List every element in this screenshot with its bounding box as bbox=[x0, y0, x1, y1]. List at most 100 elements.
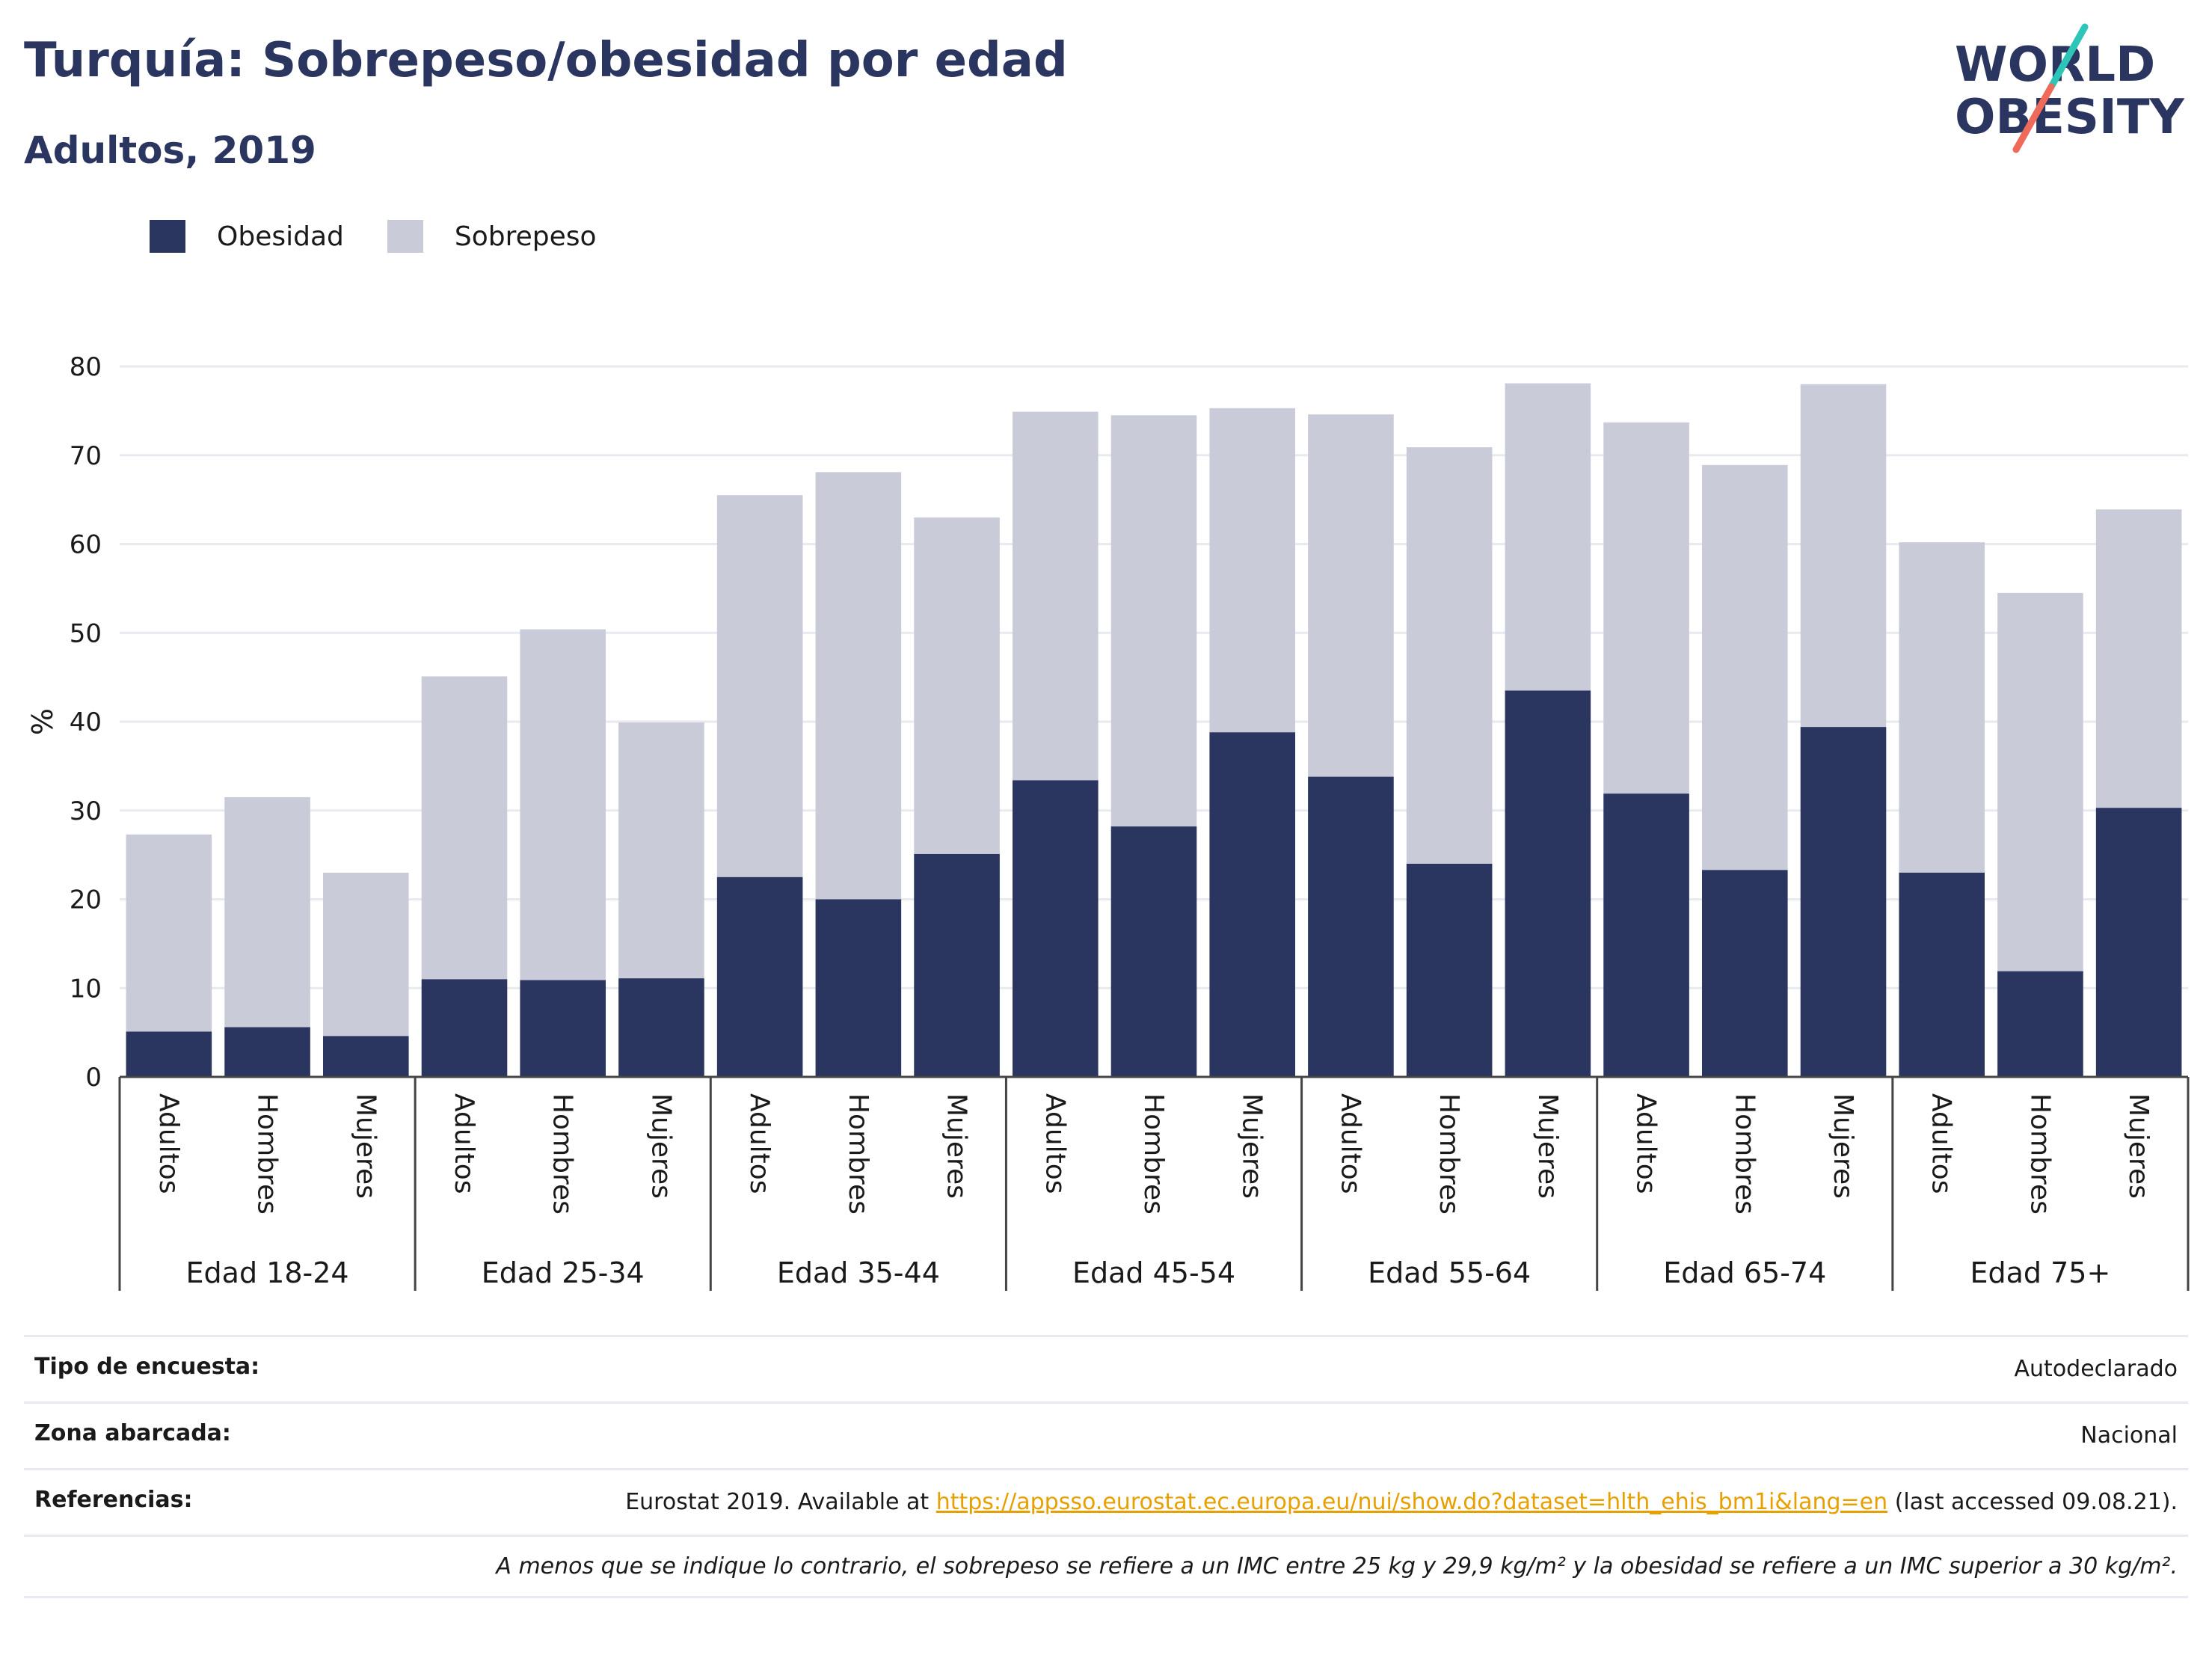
x-tick-label: Mujeres bbox=[1237, 1093, 1268, 1199]
bar-obesity bbox=[618, 978, 704, 1077]
bar-obesity bbox=[1406, 864, 1493, 1077]
bar-overweight bbox=[815, 472, 902, 900]
x-tick-label: Mujeres bbox=[941, 1093, 972, 1199]
legend-swatch-obesity bbox=[150, 220, 185, 253]
bar-overweight bbox=[520, 629, 606, 980]
bar-overweight bbox=[126, 834, 212, 1032]
x-tick-label: Mujeres bbox=[350, 1093, 381, 1199]
bar-obesity bbox=[1800, 727, 1887, 1077]
survey-type-label: Tipo de encuesta: bbox=[34, 1354, 260, 1380]
y-axis-label: % bbox=[26, 708, 59, 735]
bar-overweight bbox=[1997, 592, 2083, 971]
bar-obesity bbox=[2095, 808, 2182, 1077]
y-tick-label: 20 bbox=[70, 885, 102, 915]
bar-overweight bbox=[1209, 408, 1296, 733]
bar-overweight bbox=[1012, 411, 1099, 781]
y-tick-label: 40 bbox=[70, 707, 102, 737]
bar-obesity bbox=[1899, 872, 1985, 1077]
definition-note: A menos que se indique lo contrario, el … bbox=[24, 1535, 2188, 1598]
x-tick-label: Mujeres bbox=[1532, 1093, 1563, 1199]
x-tick-label: Adultos bbox=[1631, 1093, 1662, 1194]
bar-obesity bbox=[1603, 793, 1689, 1077]
legend-swatch-overweight bbox=[387, 220, 423, 253]
info-table: Tipo de encuesta: Autodeclarado Zona aba… bbox=[24, 1335, 2188, 1598]
group-label: Edad 18-24 bbox=[186, 1256, 349, 1289]
logo-word-2: OBESITY bbox=[1955, 90, 2184, 145]
references-link[interactable]: https://appsso.eurostat.ec.europa.eu/nui… bbox=[936, 1489, 1888, 1515]
x-tick-label: Hombres bbox=[1138, 1093, 1169, 1215]
bar-obesity bbox=[520, 980, 606, 1077]
y-tick-label: 60 bbox=[70, 530, 102, 560]
y-tick-label: 0 bbox=[85, 1063, 102, 1093]
x-tick-label: Adultos bbox=[744, 1093, 775, 1194]
bar-overweight bbox=[1308, 414, 1394, 777]
logo-slash-coral bbox=[2012, 83, 2055, 153]
info-row-survey-type: Tipo de encuesta: Autodeclarado bbox=[24, 1335, 2188, 1401]
references-value: Eurostat 2019. Available at https://apps… bbox=[625, 1487, 2178, 1518]
y-tick-label: 10 bbox=[70, 974, 102, 1004]
group-label: Edad 25-34 bbox=[482, 1256, 645, 1289]
bar-obesity bbox=[1110, 826, 1197, 1077]
bar-obesity bbox=[1505, 690, 1591, 1077]
bar-obesity bbox=[1308, 776, 1394, 1077]
x-tick-label: Adultos bbox=[449, 1093, 479, 1194]
references-prefix: Eurostat 2019. Available at bbox=[625, 1489, 930, 1515]
x-tick-label: Mujeres bbox=[645, 1093, 676, 1199]
chart-legend: Obesidad Sobrepeso bbox=[150, 220, 640, 253]
y-tick-label: 70 bbox=[70, 441, 102, 471]
bar-overweight bbox=[322, 872, 409, 1037]
x-tick-label: Hombres bbox=[1729, 1093, 1760, 1215]
bar-overweight bbox=[421, 676, 508, 980]
y-tick-label: 30 bbox=[70, 796, 102, 826]
bar-overweight bbox=[1110, 415, 1197, 827]
x-tick-label: Hombres bbox=[843, 1093, 873, 1215]
bar-obesity bbox=[815, 899, 902, 1077]
world-obesity-logo: WORLD OBESITY bbox=[1955, 23, 2184, 153]
legend-label-obesity: Obesidad bbox=[217, 221, 344, 252]
bar-obesity bbox=[1701, 870, 1788, 1077]
references-suffix: (last accessed 09.08.21). bbox=[1894, 1489, 2178, 1515]
bar-obesity bbox=[421, 979, 508, 1077]
bar-obesity bbox=[1209, 732, 1296, 1077]
y-tick-label: 50 bbox=[70, 618, 102, 648]
coverage-label: Zona abarcada: bbox=[34, 1420, 231, 1446]
group-label: Edad 35-44 bbox=[777, 1256, 940, 1289]
group-label: Edad 45-54 bbox=[1072, 1256, 1235, 1289]
bar-obesity bbox=[322, 1036, 409, 1077]
bar-overweight bbox=[716, 495, 803, 877]
bar-overweight bbox=[1406, 447, 1493, 864]
bar-overweight bbox=[224, 796, 310, 1028]
group-label: Edad 55-64 bbox=[1368, 1256, 1531, 1289]
x-tick-label: Mujeres bbox=[2123, 1093, 2154, 1199]
x-tick-label: Adultos bbox=[153, 1093, 184, 1194]
bar-obesity bbox=[716, 876, 803, 1077]
stacked-bar-chart: 0 10 20 30 40 50 60 70 80% Adultos Hombres Mujeres E… bbox=[26, 352, 2190, 1291]
x-tick-label: Hombres bbox=[2024, 1093, 2055, 1215]
x-tick-label: Mujeres bbox=[1828, 1093, 1858, 1199]
references-label: Referencias: bbox=[34, 1487, 193, 1513]
bar-overweight bbox=[1899, 542, 1985, 873]
bar-obesity bbox=[126, 1031, 212, 1077]
bar-overweight bbox=[2095, 509, 2182, 808]
x-tick-label: Hombres bbox=[252, 1093, 283, 1215]
bar-overweight bbox=[1603, 422, 1689, 794]
bar-obesity bbox=[914, 853, 1000, 1077]
bar-overweight bbox=[1800, 384, 1887, 728]
info-row-coverage: Zona abarcada: Nacional bbox=[24, 1401, 2188, 1468]
x-tick-label: Hombres bbox=[547, 1093, 578, 1215]
bar-overweight bbox=[1701, 464, 1788, 871]
coverage-value: Nacional bbox=[2080, 1422, 2178, 1449]
bar-overweight bbox=[618, 722, 704, 979]
bar-overweight bbox=[914, 517, 1000, 854]
x-tick-label: Adultos bbox=[1926, 1093, 1957, 1194]
x-tick-label: Adultos bbox=[1039, 1093, 1070, 1194]
group-label: Edad 65-74 bbox=[1663, 1256, 1826, 1289]
x-tick-label: Hombres bbox=[1434, 1093, 1464, 1215]
y-tick-label: 80 bbox=[70, 352, 102, 382]
bar-obesity bbox=[1997, 971, 2083, 1077]
bar-overweight bbox=[1505, 383, 1591, 691]
info-row-references: Referencias: Eurostat 2019. Available at… bbox=[24, 1468, 2188, 1535]
survey-type-value: Autodeclarado bbox=[2014, 1356, 2178, 1382]
group-label: Edad 75+ bbox=[1970, 1256, 2111, 1289]
x-tick-label: Adultos bbox=[1335, 1093, 1365, 1194]
